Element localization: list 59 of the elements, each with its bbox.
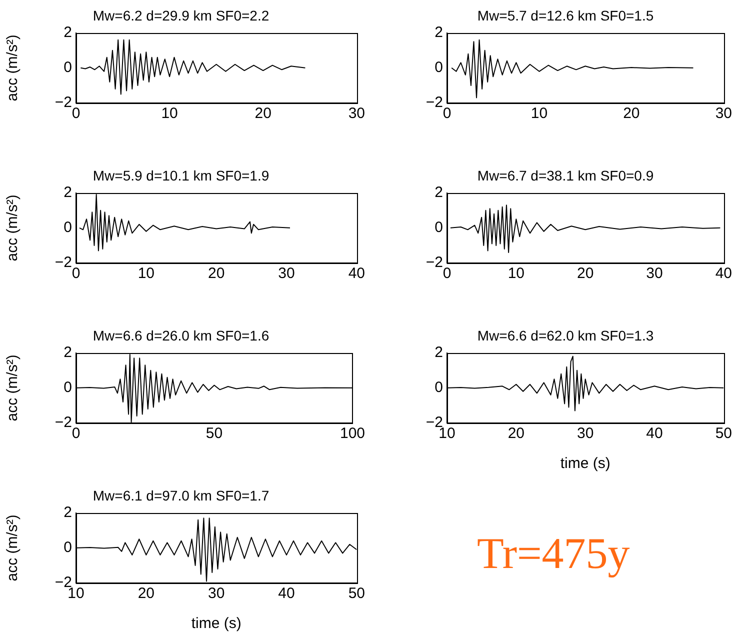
x-tick-label: 10 — [68, 585, 84, 602]
x-tick-label: 30 — [278, 265, 295, 282]
y-tick-label: 0 — [434, 219, 443, 236]
chart-title: Mw=6.6 d=62.0 km SF0=1.3 — [477, 327, 654, 344]
y-tick-label: 0 — [434, 379, 443, 396]
y-axis-title: acc (m/s²) — [4, 514, 22, 582]
x-tick-label: 30 — [576, 425, 594, 442]
y-tick-label: 0 — [64, 219, 72, 236]
y-tick-label: −2 — [54, 254, 72, 272]
y-axis-title: acc (m/s²) — [4, 194, 22, 262]
x-tick-label: 10 — [438, 425, 456, 442]
x-tick-label: 10 — [508, 265, 525, 282]
x-tick-label: 20 — [254, 105, 272, 122]
x-tick-label: 30 — [208, 585, 225, 602]
chart-title: Mw=5.7 d=12.6 km SF0=1.5 — [477, 7, 654, 24]
text: Tr=475y — [477, 528, 630, 579]
y-tick-label: −2 — [426, 254, 443, 272]
x-tick-label: 30 — [348, 105, 365, 122]
y-tick-label: 2 — [434, 344, 443, 361]
x-tick-label: 10 — [530, 105, 548, 122]
x-tick-label: 20 — [576, 265, 594, 282]
y-tick-label: 2 — [64, 24, 72, 41]
y-tick-label: 2 — [64, 184, 72, 201]
y-tick-label: 2 — [64, 504, 72, 521]
chart-title: Mw=6.6 d=26.0 km SF0=1.6 — [92, 327, 270, 344]
y-tick-label: 0 — [64, 379, 72, 396]
chart-title: Mw=5.9 d=10.1 km SF0=1.9 — [92, 167, 270, 184]
x-tick-label: 40 — [715, 265, 732, 282]
y-tick-label: 0 — [434, 59, 443, 76]
chart-title: Mw=6.7 d=38.1 km SF0=0.9 — [477, 167, 654, 184]
y-tick-label: −2 — [54, 94, 72, 112]
x-tick-label: 20 — [138, 585, 155, 602]
x-tick-label: 10 — [161, 105, 178, 122]
chart-title: Mw=6.2 d=29.9 km SF0=2.2 — [92, 7, 270, 24]
x-tick-label: 10 — [138, 265, 155, 282]
y-axis-title: acc (m/s²) — [4, 354, 22, 422]
y-tick-label: −2 — [426, 94, 443, 112]
x-tick-label: 30 — [646, 265, 663, 282]
x-tick-label: 50 — [715, 425, 732, 442]
x-tick-label: 30 — [715, 105, 732, 122]
x-tick-label: 20 — [623, 105, 640, 122]
x-axis-title: time (s) — [560, 455, 610, 472]
x-tick-label: 50 — [348, 585, 365, 602]
x-tick-label: 40 — [646, 425, 663, 442]
x-tick-label: 20 — [508, 425, 525, 442]
x-tick-label: 40 — [278, 585, 295, 602]
y-tick-label: 0 — [64, 539, 72, 556]
chart-title: Mw=6.1 d=97.0 km SF0=1.7 — [92, 487, 270, 504]
y-tick-label: 0 — [64, 59, 72, 76]
x-tick-label: 20 — [208, 265, 225, 282]
y-tick-label: −2 — [54, 414, 72, 432]
x-tick-label: 40 — [348, 265, 365, 282]
y-tick-label: 2 — [434, 24, 443, 41]
y-axis-title: acc (m/s²) — [4, 34, 22, 102]
y-tick-label: 2 — [434, 184, 443, 201]
x-axis-title: time (s) — [191, 615, 242, 632]
x-tick-label: 100 — [340, 425, 365, 442]
y-tick-label: 2 — [64, 344, 72, 361]
x-tick-label: 50 — [206, 425, 223, 442]
